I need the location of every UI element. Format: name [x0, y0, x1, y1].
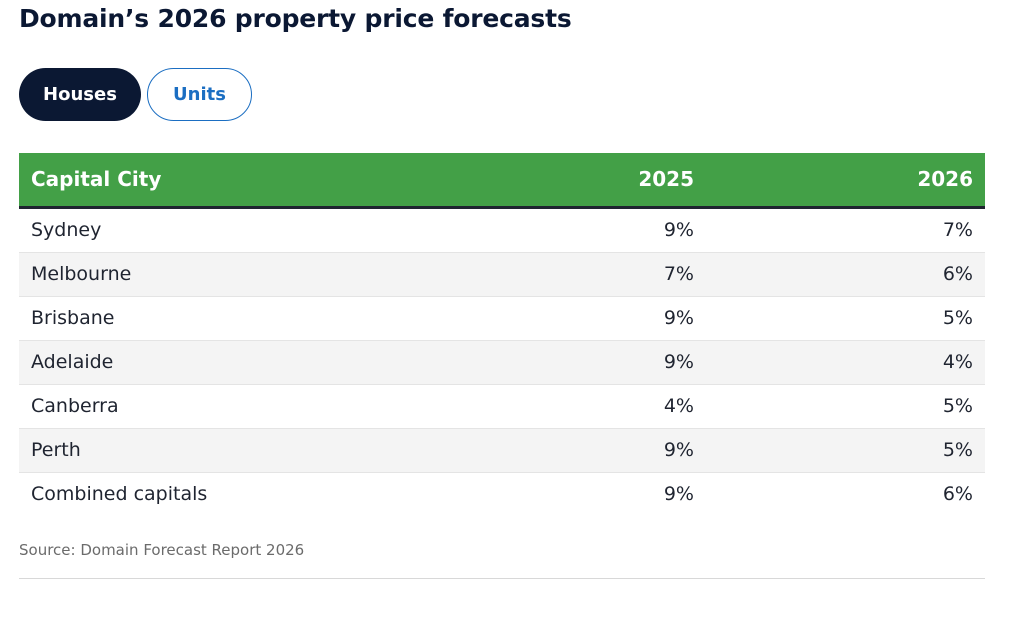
table-header-row: Capital City 2025 2026: [19, 153, 985, 209]
divider: [19, 578, 985, 579]
forecast-2026-cell: 5%: [706, 384, 985, 429]
column-header-2026: 2026: [706, 153, 985, 209]
forecast-2025-cell: 9%: [463, 296, 706, 341]
table-row: Perth 9% 5%: [19, 428, 985, 473]
city-cell: Brisbane: [19, 296, 463, 341]
forecast-2026-cell: 7%: [706, 207, 985, 253]
table-row: Adelaide 9% 4%: [19, 340, 985, 385]
source-note: Source: Domain Forecast Report 2026: [19, 541, 305, 559]
property-type-tabs: Houses Units: [19, 68, 252, 121]
forecast-2025-cell: 4%: [463, 384, 706, 429]
table-row: Brisbane 9% 5%: [19, 296, 985, 341]
forecast-2025-cell: 7%: [463, 252, 706, 297]
city-cell: Adelaide: [19, 340, 463, 385]
table-row: Sydney 9% 7%: [19, 207, 985, 253]
tab-houses[interactable]: Houses: [19, 68, 141, 121]
column-header-capital-city: Capital City: [19, 153, 463, 209]
forecast-2026-cell: 5%: [706, 296, 985, 341]
column-header-2025: 2025: [463, 153, 706, 209]
forecast-2026-cell: 6%: [706, 252, 985, 297]
forecast-table: Capital City 2025 2026 Sydney 9% 7% Melb…: [19, 153, 985, 516]
table-row: Canberra 4% 5%: [19, 384, 985, 429]
city-cell: Canberra: [19, 384, 463, 429]
forecast-2025-cell: 9%: [463, 428, 706, 473]
table-row: Combined capitals 9% 6%: [19, 472, 985, 516]
forecast-2025-cell: 9%: [463, 340, 706, 385]
forecast-2025-cell: 9%: [463, 207, 706, 253]
city-cell: Sydney: [19, 207, 463, 253]
page-title: Domain’s 2026 property price forecasts: [19, 4, 572, 33]
city-cell: Melbourne: [19, 252, 463, 297]
city-cell: Perth: [19, 428, 463, 473]
forecast-2026-cell: 6%: [942, 483, 973, 505]
table-row: Melbourne 7% 6%: [19, 252, 985, 297]
forecast-2025-cell: 9%: [663, 483, 694, 505]
forecast-2026-cell: 5%: [706, 428, 985, 473]
forecast-2026-cell: 4%: [706, 340, 985, 385]
city-cell: Combined capitals: [31, 483, 208, 505]
tab-units[interactable]: Units: [147, 68, 252, 121]
